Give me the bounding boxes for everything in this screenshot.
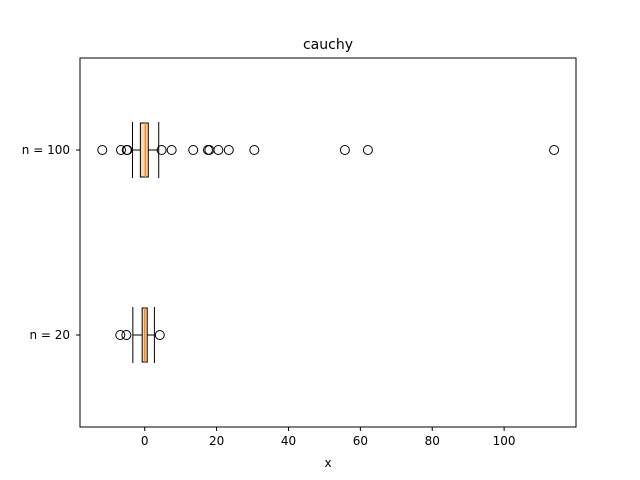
x-tick-label: 20	[209, 434, 224, 448]
outlier-point	[166, 145, 177, 155]
outlier-point	[115, 145, 126, 155]
y-tick-label: n = 20	[29, 328, 70, 342]
y-tick-label: n = 100	[22, 143, 70, 157]
plot-area	[97, 122, 560, 363]
y-axis: n = 100 n = 20	[22, 143, 80, 342]
x-tick-label: 40	[281, 434, 296, 448]
outlier-point	[223, 145, 234, 155]
x-tick-label: 80	[425, 434, 440, 448]
outlier-point	[249, 145, 260, 155]
outlier-point	[549, 145, 560, 155]
outlier-point	[339, 145, 350, 155]
chart-title: cauchy	[303, 37, 353, 53]
x-tick-label: 60	[353, 434, 368, 448]
x-axis-label: x	[324, 456, 331, 470]
box-group	[115, 307, 165, 363]
box-group	[97, 122, 560, 178]
outlier-point	[121, 330, 132, 340]
outlier-point	[362, 145, 373, 155]
outlier-point	[156, 145, 167, 155]
axes-frame	[79, 57, 577, 428]
outlier-point	[115, 330, 126, 340]
outlier-point	[188, 145, 199, 155]
outlier-point	[97, 145, 108, 155]
box	[139, 122, 149, 178]
outlier-point	[213, 145, 224, 155]
outlier-point	[154, 330, 165, 340]
x-tick-label: 100	[493, 434, 516, 448]
outlier-point	[122, 145, 133, 155]
x-tick-label: 0	[141, 434, 149, 448]
x-axis: 0 20 40 60 80 100	[141, 427, 516, 448]
